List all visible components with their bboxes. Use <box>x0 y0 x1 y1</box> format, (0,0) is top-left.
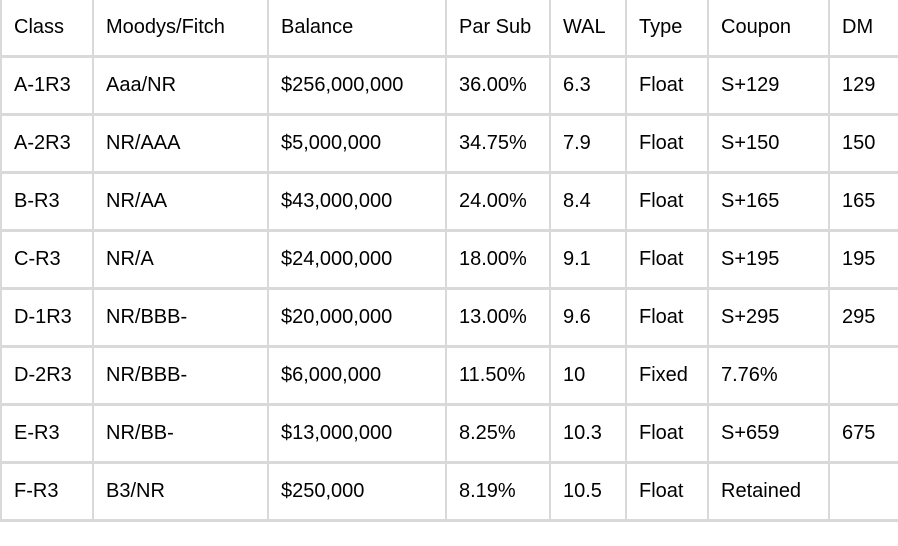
cell-coupon: S+295 <box>707 287 830 348</box>
cell-class: F-R3 <box>0 461 94 522</box>
cell-wal: 10 <box>549 345 627 406</box>
cell-type: Float <box>625 461 709 522</box>
table-header-row: Class Moodys/Fitch Balance Par Sub WAL T… <box>0 0 898 58</box>
cell-type: Float <box>625 229 709 290</box>
cell-class: D-2R3 <box>0 345 94 406</box>
cell-par-sub: 36.00% <box>445 55 551 116</box>
cell-wal: 7.9 <box>549 113 627 174</box>
cell-coupon: S+165 <box>707 171 830 232</box>
column-header-wal: WAL <box>549 0 627 58</box>
cell-coupon: 7.76% <box>707 345 830 406</box>
cell-coupon: S+195 <box>707 229 830 290</box>
cell-moodys-fitch: Aaa/NR <box>92 55 269 116</box>
table-row: D-2R3 NR/BBB- $6,000,000 11.50% 10 Fixed… <box>0 345 898 406</box>
cell-moodys-fitch: NR/BBB- <box>92 345 269 406</box>
cell-wal: 8.4 <box>549 171 627 232</box>
cell-wal: 10.3 <box>549 403 627 464</box>
cell-dm: 195 <box>828 229 898 290</box>
column-header-balance: Balance <box>267 0 447 58</box>
cell-dm: 129 <box>828 55 898 116</box>
tranche-table: Class Moodys/Fitch Balance Par Sub WAL T… <box>0 0 898 522</box>
cell-balance: $250,000 <box>267 461 447 522</box>
column-header-type: Type <box>625 0 709 58</box>
cell-moodys-fitch: NR/BB- <box>92 403 269 464</box>
cell-dm: 295 <box>828 287 898 348</box>
cell-coupon: Retained <box>707 461 830 522</box>
cell-type: Fixed <box>625 345 709 406</box>
cell-dm <box>828 461 898 522</box>
cell-dm: 150 <box>828 113 898 174</box>
cell-par-sub: 8.25% <box>445 403 551 464</box>
cell-wal: 9.1 <box>549 229 627 290</box>
cell-par-sub: 13.00% <box>445 287 551 348</box>
column-header-dm: DM <box>828 0 898 58</box>
cell-wal: 10.5 <box>549 461 627 522</box>
cell-moodys-fitch: B3/NR <box>92 461 269 522</box>
cell-coupon: S+659 <box>707 403 830 464</box>
cell-class: A-1R3 <box>0 55 94 116</box>
cell-type: Float <box>625 403 709 464</box>
cell-wal: 6.3 <box>549 55 627 116</box>
column-header-coupon: Coupon <box>707 0 830 58</box>
column-header-moodys-fitch: Moodys/Fitch <box>92 0 269 58</box>
cell-balance: $5,000,000 <box>267 113 447 174</box>
table-row: D-1R3 NR/BBB- $20,000,000 13.00% 9.6 Flo… <box>0 287 898 348</box>
cell-class: C-R3 <box>0 229 94 290</box>
cell-moodys-fitch: NR/AAA <box>92 113 269 174</box>
cell-dm: 675 <box>828 403 898 464</box>
cell-dm <box>828 345 898 406</box>
table-row: B-R3 NR/AA $43,000,000 24.00% 8.4 Float … <box>0 171 898 232</box>
column-header-par-sub: Par Sub <box>445 0 551 58</box>
cell-moodys-fitch: NR/AA <box>92 171 269 232</box>
cell-type: Float <box>625 287 709 348</box>
cell-par-sub: 24.00% <box>445 171 551 232</box>
table-row: A-2R3 NR/AAA $5,000,000 34.75% 7.9 Float… <box>0 113 898 174</box>
table-row: F-R3 B3/NR $250,000 8.19% 10.5 Float Ret… <box>0 461 898 522</box>
cell-par-sub: 8.19% <box>445 461 551 522</box>
cell-type: Float <box>625 113 709 174</box>
cell-balance: $24,000,000 <box>267 229 447 290</box>
cell-balance: $20,000,000 <box>267 287 447 348</box>
cell-class: B-R3 <box>0 171 94 232</box>
cell-par-sub: 11.50% <box>445 345 551 406</box>
table-row: A-1R3 Aaa/NR $256,000,000 36.00% 6.3 Flo… <box>0 55 898 116</box>
cell-moodys-fitch: NR/A <box>92 229 269 290</box>
cell-type: Float <box>625 55 709 116</box>
cell-class: D-1R3 <box>0 287 94 348</box>
cell-class: A-2R3 <box>0 113 94 174</box>
cell-par-sub: 18.00% <box>445 229 551 290</box>
cell-balance: $256,000,000 <box>267 55 447 116</box>
cell-type: Float <box>625 171 709 232</box>
cell-balance: $6,000,000 <box>267 345 447 406</box>
cell-moodys-fitch: NR/BBB- <box>92 287 269 348</box>
table-row: E-R3 NR/BB- $13,000,000 8.25% 10.3 Float… <box>0 403 898 464</box>
cell-class: E-R3 <box>0 403 94 464</box>
cell-par-sub: 34.75% <box>445 113 551 174</box>
cell-wal: 9.6 <box>549 287 627 348</box>
column-header-class: Class <box>0 0 94 58</box>
cell-dm: 165 <box>828 171 898 232</box>
table-row: C-R3 NR/A $24,000,000 18.00% 9.1 Float S… <box>0 229 898 290</box>
cell-coupon: S+129 <box>707 55 830 116</box>
cell-coupon: S+150 <box>707 113 830 174</box>
cell-balance: $43,000,000 <box>267 171 447 232</box>
cell-balance: $13,000,000 <box>267 403 447 464</box>
